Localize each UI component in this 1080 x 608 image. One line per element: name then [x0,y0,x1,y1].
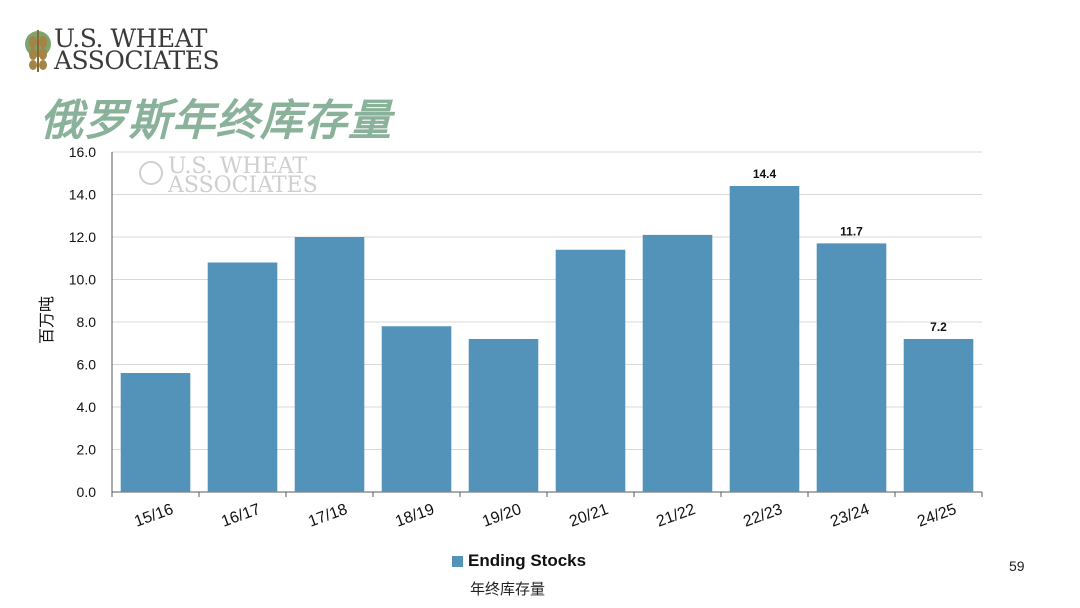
x-axis-caption: 年终库存量 [470,580,546,598]
y-tick-label: 12.0 [69,229,96,245]
y-tick-label: 6.0 [77,357,97,373]
y-axis-label: 百万吨 [37,296,56,344]
bar [381,326,452,492]
bar [555,249,626,492]
x-tick-label: 17/18 [306,501,350,531]
y-tick-label: 8.0 [77,314,97,330]
x-tick-label: 16/17 [219,501,263,531]
y-tick-label: 4.0 [77,399,97,415]
x-tick-label: 23/24 [828,501,872,531]
slide-title: 俄罗斯年终库存量 [40,96,392,146]
legend-label: Ending Stocks [468,551,587,570]
bar [468,339,539,492]
y-tick-label: 0.0 [77,484,97,500]
bar [642,234,713,492]
y-tick-label: 2.0 [77,442,97,458]
bar [816,243,887,492]
y-tick-label: 14.0 [69,187,96,203]
logo-line-1: U.S. WHEAT [54,24,207,53]
x-tick-label: 18/19 [393,501,437,531]
data-label: 14.4 [753,167,777,181]
legend: Ending Stocks [452,551,586,571]
x-tick-label: 21/22 [654,501,698,531]
x-tick-label: 20/21 [567,501,611,531]
x-tick-label: 24/25 [915,501,959,531]
us-wheat-logo: U.S. WHEAT ASSOCIATES [24,26,220,76]
data-label: 7.2 [930,320,947,334]
x-tick-label: 15/16 [132,501,176,531]
y-tick-label: 16.0 [69,144,96,160]
y-tick-label: 10.0 [69,272,96,288]
x-tick-label: 22/23 [741,501,785,531]
watermark-icon [139,161,163,185]
legend-swatch [452,555,463,567]
x-tick-label: 19/20 [480,501,524,531]
data-label: 11.7 [840,224,863,238]
bar [207,262,278,492]
bar [120,373,191,492]
wheat-emblem-icon [25,30,51,72]
watermark-line-1: U.S. WHEAT [168,154,307,179]
watermark-line-2: ASSOCIATES [167,173,318,198]
bar [903,339,974,492]
page-number: 59 [1009,558,1025,574]
logo-line-2: ASSOCIATES [54,46,220,75]
bar [729,186,800,492]
bar [294,237,365,492]
